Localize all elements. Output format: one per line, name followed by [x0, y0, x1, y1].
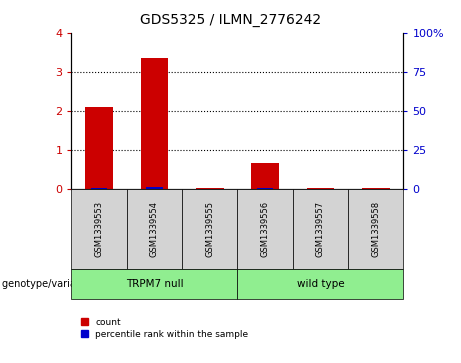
Legend: count, percentile rank within the sample: count, percentile rank within the sample: [81, 318, 248, 339]
Text: GSM1339557: GSM1339557: [316, 201, 325, 257]
Bar: [307, 188, 334, 189]
Bar: [85, 107, 113, 189]
Bar: [362, 188, 390, 189]
Text: GSM1339554: GSM1339554: [150, 201, 159, 257]
Bar: [251, 163, 279, 189]
Text: GSM1339558: GSM1339558: [371, 201, 380, 257]
Bar: [196, 188, 224, 189]
Text: GSM1339555: GSM1339555: [205, 201, 214, 257]
Bar: [91, 188, 107, 189]
Text: TRPM7 null: TRPM7 null: [125, 279, 183, 289]
Bar: [141, 58, 168, 189]
Text: GDS5325 / ILMN_2776242: GDS5325 / ILMN_2776242: [140, 13, 321, 27]
Text: GSM1339553: GSM1339553: [95, 201, 104, 257]
Text: wild type: wild type: [296, 279, 344, 289]
Bar: [146, 187, 163, 189]
Text: GSM1339556: GSM1339556: [260, 201, 270, 257]
Text: genotype/variation  ▶: genotype/variation ▶: [2, 279, 109, 289]
